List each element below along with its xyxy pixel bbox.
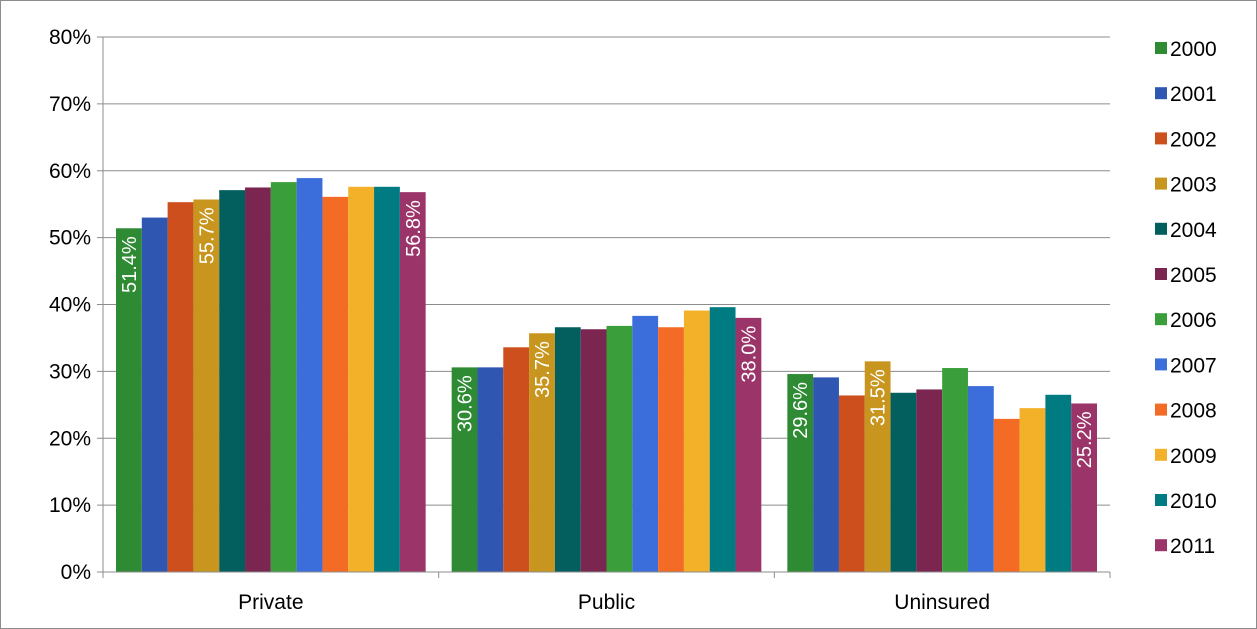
- data-label: 55.7%: [196, 207, 218, 264]
- y-tick-label: 20%: [49, 427, 91, 450]
- bar: [967, 386, 994, 572]
- bar: [245, 187, 271, 572]
- data-label: 38.0%: [738, 326, 760, 383]
- legend-label: 2004: [1170, 219, 1217, 242]
- y-tick-label: 50%: [49, 227, 91, 250]
- legend-swatch: [1155, 313, 1167, 326]
- bar: [993, 418, 1020, 572]
- x-category-label: Public: [578, 591, 635, 614]
- legend-swatch: [1155, 87, 1167, 100]
- data-label: 30.6%: [455, 375, 477, 432]
- data-labels: 51.4% 55.7% 56.8% 30.6% 35.7% 38.0% 29.6% 31.5%…: [119, 200, 1096, 468]
- legend-label: 2002: [1170, 128, 1217, 151]
- bar: [864, 361, 891, 572]
- bar: [219, 190, 246, 573]
- legend-label: 2010: [1170, 490, 1217, 513]
- bar: [658, 327, 684, 572]
- legend-label: 2006: [1170, 309, 1217, 332]
- data-label: 35.7%: [532, 341, 554, 398]
- bars: [116, 178, 1097, 573]
- data-label: 56.8%: [403, 200, 425, 257]
- bar: [348, 186, 375, 573]
- bar: [399, 192, 426, 572]
- bar: [580, 329, 607, 572]
- bar: [554, 327, 581, 572]
- legend-swatch: [1155, 177, 1167, 190]
- bar: [942, 368, 968, 572]
- legend-swatch: [1155, 448, 1167, 461]
- legend: 2000 2001 2002 2003 2004 2005 2006 2007 2008 2009…: [1155, 38, 1217, 558]
- bar: [890, 392, 917, 572]
- bar: [193, 199, 220, 572]
- y-tick-label: 60%: [49, 160, 91, 183]
- bar: [451, 367, 478, 572]
- data-label: 25.2%: [1074, 411, 1096, 468]
- legend-label: 2003: [1170, 174, 1217, 197]
- bar: [606, 325, 633, 572]
- bar: [322, 196, 349, 573]
- y-tick-label: 80%: [49, 26, 91, 49]
- legend-label: 2000: [1170, 38, 1217, 61]
- bar: [374, 186, 400, 573]
- legend-swatch: [1155, 358, 1167, 371]
- legend-swatch: [1155, 268, 1167, 280]
- legend-label: 2009: [1170, 445, 1217, 468]
- bar: [709, 307, 736, 572]
- legend-swatch: [1155, 539, 1167, 552]
- bar: [632, 315, 659, 572]
- legend-label: 2008: [1170, 400, 1217, 423]
- bar: [1019, 408, 1046, 572]
- y-tick-label: 0%: [61, 561, 91, 584]
- bar: [916, 389, 943, 572]
- bar: [116, 228, 142, 572]
- bar: [503, 347, 530, 572]
- bar: [270, 182, 297, 572]
- x-category-label: Uninsured: [894, 591, 990, 614]
- legend-label: 2001: [1170, 83, 1217, 106]
- data-label: 51.4%: [119, 236, 141, 293]
- bar: [141, 217, 168, 572]
- y-tick-label: 30%: [49, 360, 91, 383]
- data-label: 29.6%: [790, 382, 812, 439]
- bar: [296, 178, 323, 572]
- legend-swatch: [1155, 494, 1167, 506]
- bar: [735, 317, 762, 572]
- legend-label: 2011: [1170, 535, 1215, 558]
- legend-swatch: [1155, 403, 1167, 416]
- legend-label: 2005: [1170, 264, 1217, 287]
- legend-swatch: [1155, 132, 1167, 145]
- y-tick-label: 40%: [49, 294, 91, 317]
- y-tick-label: 70%: [49, 93, 91, 116]
- y-tick-label: 10%: [49, 494, 91, 517]
- bar: [838, 395, 865, 572]
- bar: [683, 310, 710, 572]
- bar: [477, 367, 504, 572]
- bar: [813, 377, 839, 572]
- data-label: 31.5%: [868, 369, 890, 426]
- bar: [787, 374, 814, 572]
- bar: [167, 202, 194, 572]
- bar: [1071, 403, 1097, 572]
- bar: [1045, 394, 1072, 572]
- legend-swatch: [1155, 222, 1167, 235]
- axes: 0% 10% 20% 30% 40% 50% 60% 70% 80% Private Public U…: [49, 26, 1111, 614]
- x-category-label: Private: [238, 591, 303, 614]
- bar: [529, 333, 555, 572]
- legend-swatch: [1155, 42, 1167, 54]
- legend-label: 2007: [1170, 354, 1217, 377]
